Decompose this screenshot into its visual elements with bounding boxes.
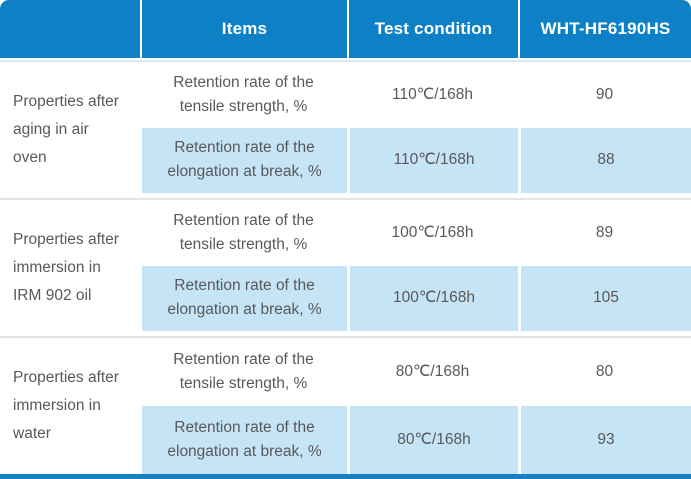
row-group-water: Properties after immersion in water Rete…: [0, 338, 691, 474]
item-cell: Retention rate of the elongation at brea…: [140, 265, 347, 331]
row-group-rows: Retention rate of the tensile strength, …: [140, 62, 691, 198]
header-cell-empty: [0, 0, 140, 58]
header-underline: [0, 60, 691, 62]
condition-cell: 110℃/168h: [347, 127, 518, 193]
value-cell: 88: [518, 127, 691, 193]
item-cell: Retention rate of the tensile strength, …: [173, 73, 314, 115]
row-group-irm-902-oil: Properties after immersion in IRM 902 oi…: [0, 200, 691, 338]
header-cell-test-condition: Test condition: [347, 0, 518, 58]
header-cell-items: Items: [140, 0, 347, 58]
row-group-label: Properties after immersion in IRM 902 oi…: [13, 231, 119, 304]
condition-cell: 80℃/168h: [395, 362, 470, 380]
condition-cell: 100℃/168h: [347, 265, 518, 331]
table-row: Retention rate of the elongation at brea…: [140, 127, 691, 193]
table-body: Properties after aging in air oven Reten…: [0, 62, 691, 474]
table-header-row: Items Test condition WHT-HF6190HS: [0, 0, 691, 58]
value-cell: 89: [595, 223, 614, 241]
table-row: Retention rate of the elongation at brea…: [140, 406, 691, 474]
table-row: Retention rate of the tensile strength, …: [140, 62, 691, 128]
row-group-label: Properties after immersion in water: [13, 369, 119, 442]
item-cell: Retention rate of the elongation at brea…: [140, 127, 347, 193]
value-cell: 90: [595, 85, 614, 103]
row-group-rows: Retention rate of the tensile strength, …: [140, 200, 691, 336]
table-row: Retention rate of the tensile strength, …: [140, 338, 691, 406]
header-cell-product-name: WHT-HF6190HS: [518, 0, 691, 58]
value-cell: 105: [518, 265, 691, 331]
table-row: Retention rate of the tensile strength, …: [140, 200, 691, 266]
row-group-aging-air-oven: Properties after aging in air oven Reten…: [0, 62, 691, 200]
item-cell: Retention rate of the elongation at brea…: [140, 406, 347, 474]
item-cell: Retention rate of the tensile strength, …: [173, 211, 314, 253]
value-cell: 80: [595, 362, 614, 380]
item-cell: Retention rate of the tensile strength, …: [173, 350, 314, 392]
value-cell: 93: [518, 406, 691, 474]
row-group-label: Properties after aging in air oven: [13, 93, 119, 166]
row-group-rows: Retention rate of the tensile strength, …: [140, 338, 691, 474]
table-row: Retention rate of the elongation at brea…: [140, 265, 691, 331]
condition-cell: 100℃/168h: [391, 223, 474, 241]
condition-cell: 110℃/168h: [392, 85, 473, 103]
bottom-accent-bar: [0, 474, 691, 479]
condition-cell: 80℃/168h: [347, 406, 518, 474]
